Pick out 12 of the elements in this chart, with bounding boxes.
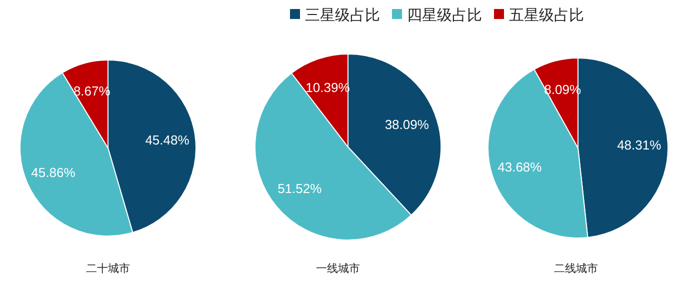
legend-label: 四星级占比 <box>407 7 482 24</box>
data-label: 38.09% <box>384 116 430 132</box>
data-label: 45.48% <box>145 132 190 148</box>
data-label: 51.52% <box>278 180 322 196</box>
text: 二线城市 <box>554 262 598 275</box>
data-label: 48.31% <box>617 138 662 153</box>
text: 二十城市 <box>86 262 130 275</box>
legend-label: 五星级占比 <box>509 7 584 24</box>
text: 一线城市 <box>316 262 360 275</box>
legend-label: 三星级占比 <box>305 7 380 24</box>
data-label: 43.68% <box>498 160 542 175</box>
data-label: 45.86% <box>31 165 76 180</box>
